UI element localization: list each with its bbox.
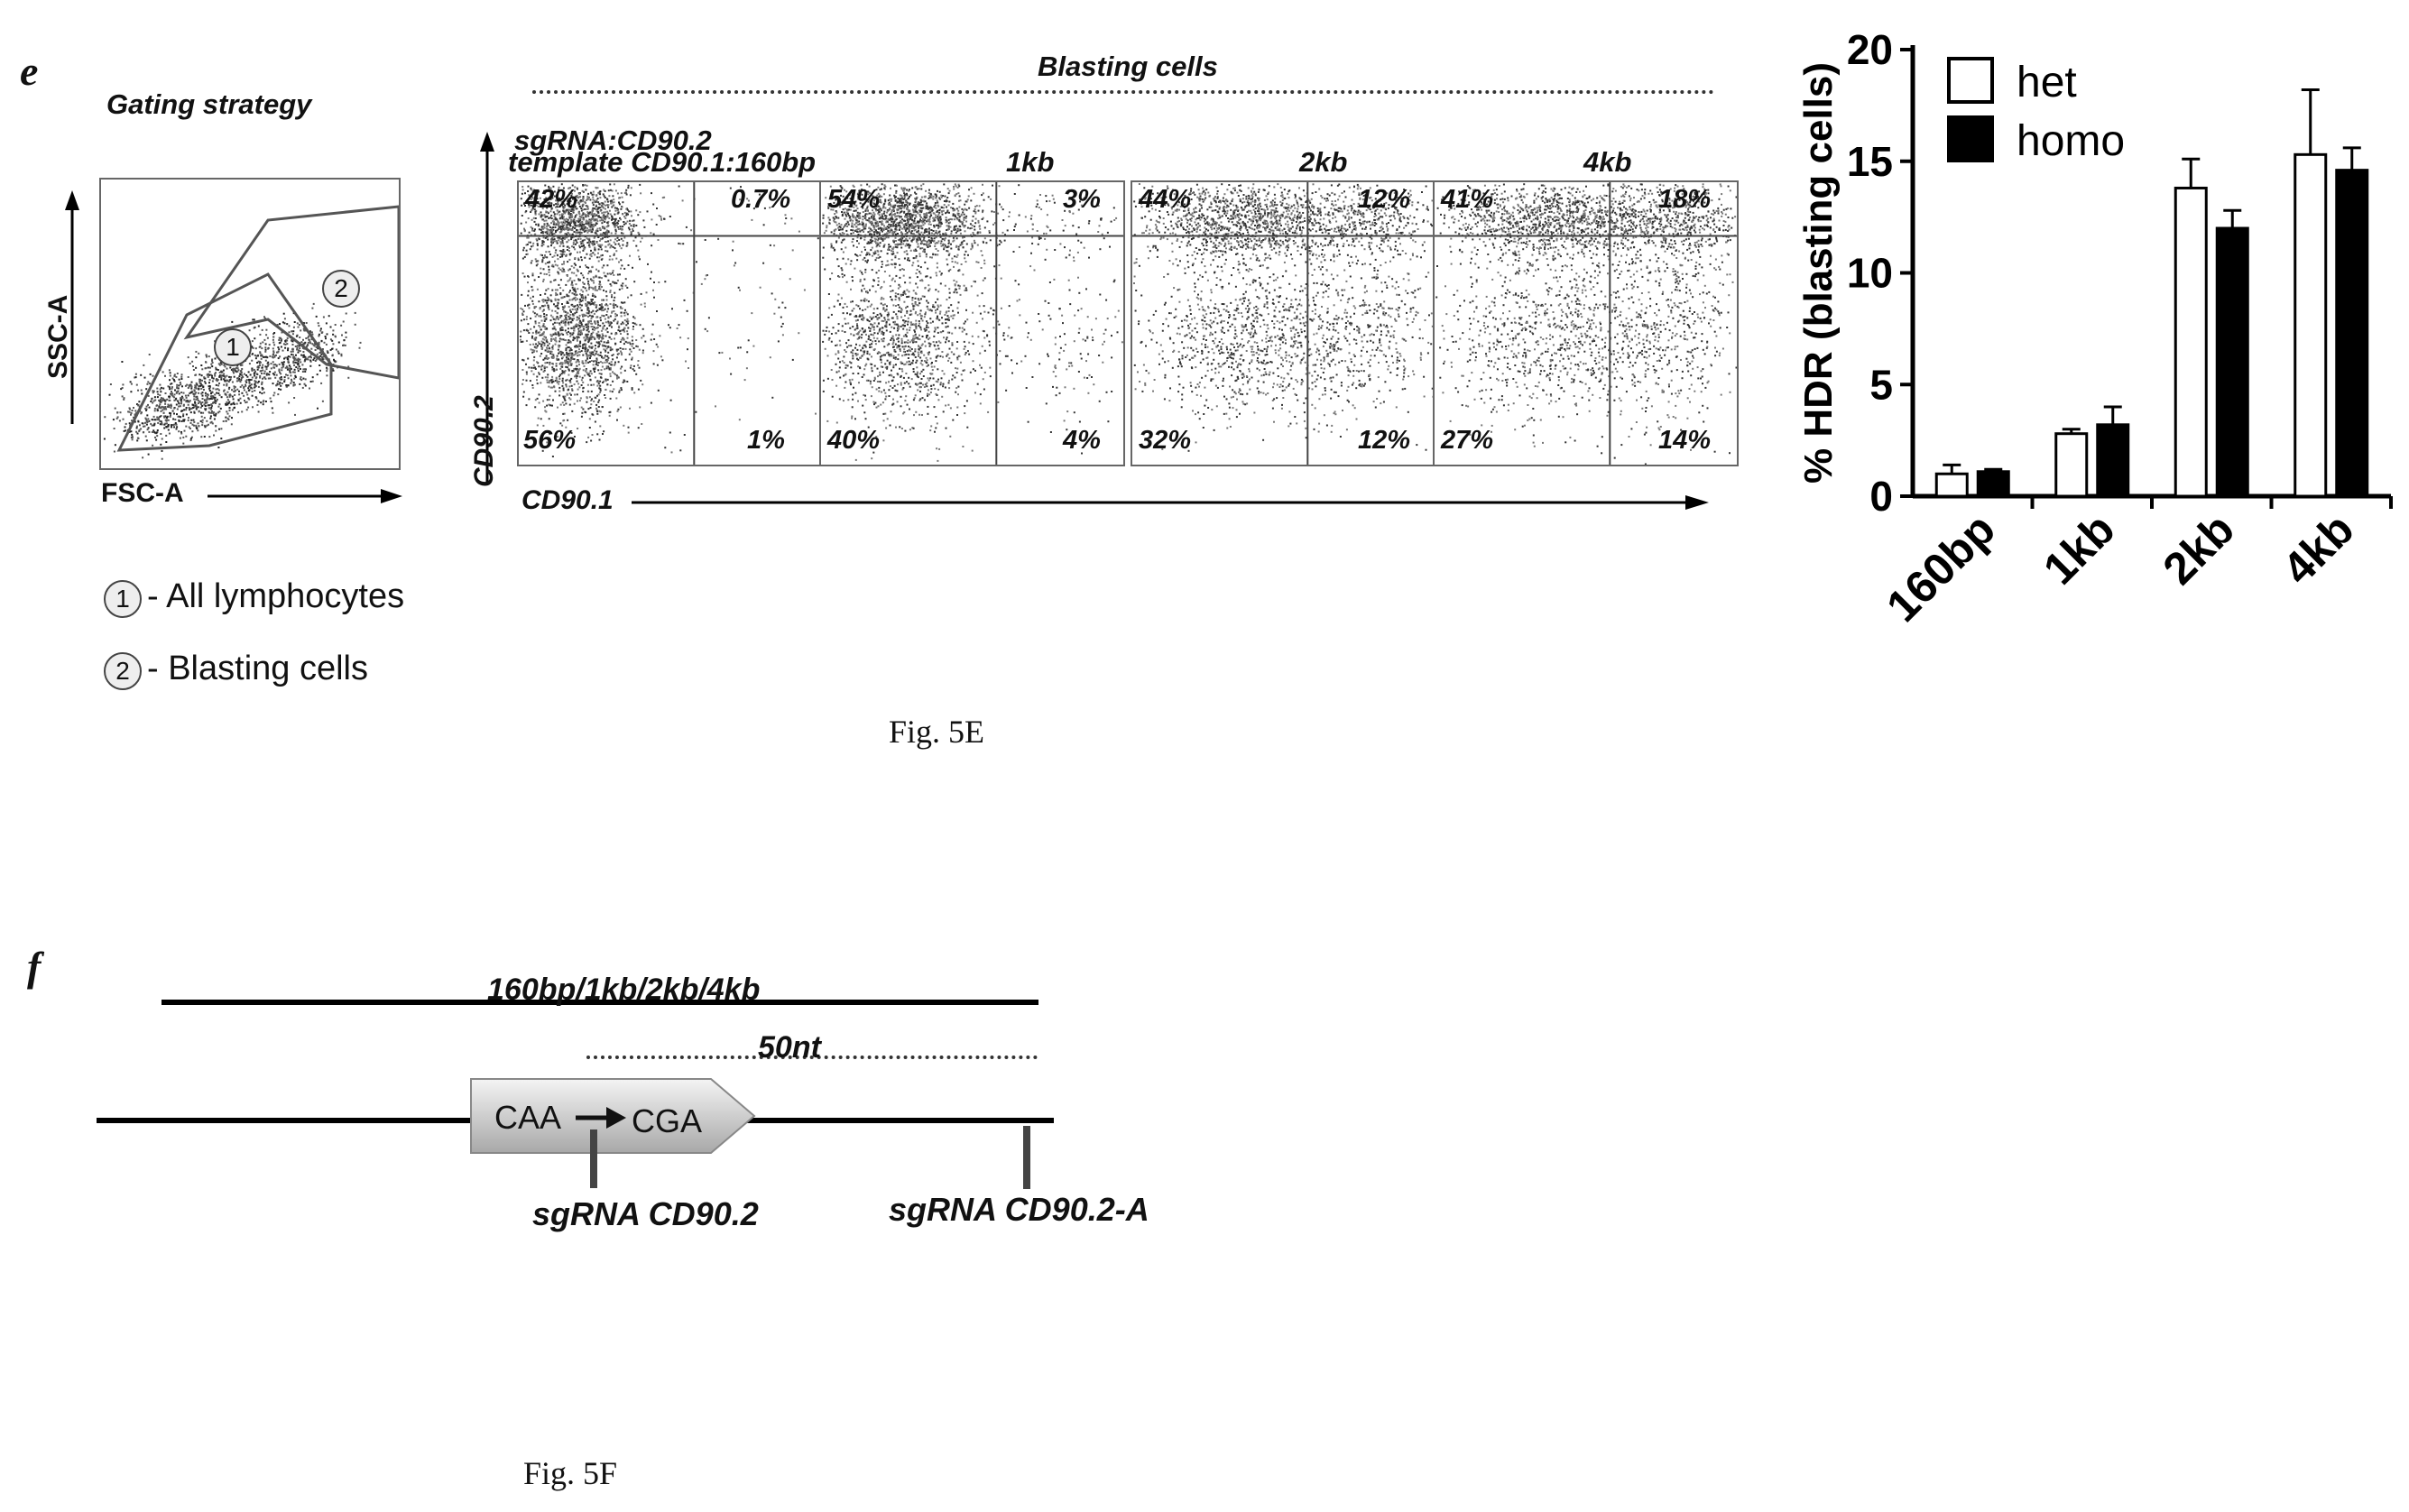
facs-plot-1kb	[819, 180, 1125, 466]
x-tick-label: 4kb	[2273, 503, 2364, 595]
pct-2kb-ll: 32%	[1139, 426, 1192, 455]
donor-template-label: 160bp/1kb/2kb/4kb	[487, 973, 761, 1007]
cd901-axis-arrow	[632, 489, 1714, 516]
gate2-marker: 2	[322, 270, 360, 308]
template-label: template CD90.1:160bp	[508, 146, 817, 178]
pct-2kb-ul: 44%	[1139, 185, 1192, 214]
pct-2kb-ur: 12%	[1358, 185, 1411, 214]
sgrna1-tick	[590, 1129, 597, 1188]
bar-homo-2kb	[2215, 226, 2249, 498]
pct-1kb-ul: 54%	[827, 185, 881, 214]
sgrna-label: sgRNA:CD90.2	[514, 124, 712, 156]
bar-homo-4kb	[2335, 169, 2369, 498]
legend-swatch-het	[1947, 57, 1994, 104]
legend-swatch-homo	[1947, 115, 1994, 162]
facs-plot-160bp	[517, 180, 823, 466]
legend-label-homo: homo	[2017, 117, 2125, 165]
sgrna1-label: sgRNA CD90.2	[532, 1195, 759, 1232]
gate-legend-1-num: 1	[104, 580, 142, 618]
sgrna2-label: sgRNA CD90.2-A	[889, 1191, 1149, 1228]
x-tick-label: 2kb	[2153, 503, 2244, 595]
codon-to: CGA	[632, 1102, 703, 1139]
fsc-axis-arrow	[208, 483, 406, 510]
blasting-cells-header: Blasting cells	[1038, 51, 1218, 82]
bar-homo-160bp	[1976, 470, 2010, 498]
hdr-bar-chart-svg: % HDR (blasting cells) 0 5 10 15 20 160bp 1kb 2k…	[1796, 26, 2393, 632]
pct-160bp-lr: 1%	[747, 426, 785, 455]
panel-e-letter: e	[20, 48, 39, 94]
bar-het-4kb	[2294, 152, 2328, 498]
legend-label-het: het	[2017, 59, 2077, 106]
y-tick-label: 10	[1847, 250, 1893, 297]
bar-het-2kb	[2174, 186, 2208, 498]
gate1-marker: 1	[214, 328, 252, 366]
pct-4kb-lr: 14%	[1658, 426, 1712, 455]
y-axis-label: % HDR (blasting cells)	[1796, 62, 1841, 484]
ssc-axis-label: SSC-A	[43, 294, 73, 379]
pct-160bp-ll: 56%	[523, 426, 577, 455]
facs-label-4kb: 4kb	[1583, 146, 1632, 178]
caption-5f: Fig. 5F	[523, 1455, 618, 1491]
gate-legend-2-num: 2	[104, 652, 142, 690]
distance-label: 50nt	[758, 1030, 821, 1065]
codon-from: CAA	[494, 1099, 562, 1136]
fsc-axis-label: FSC-A	[101, 478, 184, 508]
sgrna2-tick	[1023, 1126, 1030, 1189]
pct-160bp-ul: 42%	[525, 185, 578, 214]
bar-het-160bp	[1934, 472, 1969, 498]
facs-plot-2kb	[1131, 180, 1436, 466]
pct-4kb-ur: 18%	[1658, 185, 1712, 214]
blasting-dotted-line	[532, 90, 1714, 103]
pct-4kb-ll: 27%	[1441, 426, 1494, 455]
pct-4kb-ul: 41%	[1441, 185, 1494, 214]
x-tick-label: 160bp	[1877, 503, 2005, 632]
distance-dotted-line	[586, 1056, 1038, 1068]
cd902-axis-arrow	[469, 126, 505, 487]
panel-f-letter: f	[27, 944, 42, 990]
pct-160bp-ur: 0.7%	[731, 185, 791, 214]
cd902-axis-label: CD90.2	[469, 395, 499, 487]
gate-legend-1-text: - All lymphocytes	[147, 577, 405, 615]
gate-legend-2-text: - Blasting cells	[147, 650, 368, 687]
cd901-axis-label: CD90.1	[521, 485, 614, 515]
ssc-axis-arrow	[54, 185, 90, 429]
gate-legend-2: 2- Blasting cells	[104, 650, 368, 690]
gating-plot: 1 2	[99, 178, 401, 470]
y-tick-label: 15	[1847, 138, 1893, 185]
y-tick-label: 20	[1847, 26, 1893, 73]
caption-5e: Fig. 5E	[889, 714, 985, 750]
y-tick-label: 0	[1869, 473, 1893, 520]
gating-title: Gating strategy	[106, 88, 312, 120]
bar-homo-1kb	[2096, 423, 2130, 498]
x-tick-label: 1kb	[2034, 503, 2125, 595]
pct-1kb-ll: 40%	[827, 426, 881, 455]
y-tick-label: 5	[1869, 361, 1893, 408]
bar-het-1kb	[2054, 432, 2089, 498]
exon-arrow-shape	[469, 1077, 758, 1155]
gate-legend-1: 1- All lymphocytes	[104, 577, 404, 618]
pct-1kb-ur: 3%	[1063, 185, 1101, 214]
facs-label-1kb: 1kb	[1006, 146, 1055, 178]
pct-1kb-lr: 4%	[1063, 426, 1101, 455]
facs-label-2kb: 2kb	[1299, 146, 1348, 178]
facs-plot-4kb	[1433, 180, 1739, 466]
pct-2kb-lr: 12%	[1358, 426, 1411, 455]
hdr-bar-chart: % HDR (blasting cells) 0 5 10 15 20 160bp 1kb 2k…	[1759, 9, 2409, 722]
donor-template-line	[158, 988, 1042, 1006]
